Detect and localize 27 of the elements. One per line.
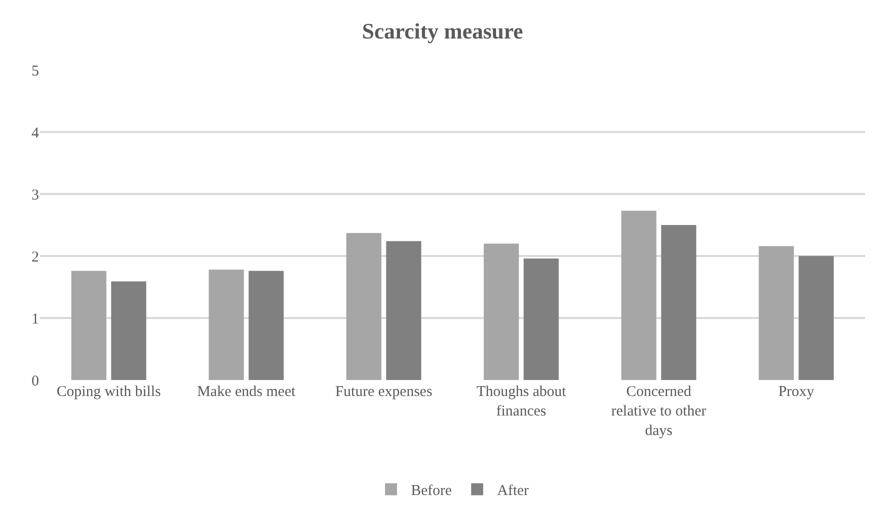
bar <box>386 241 422 380</box>
y-tick-label: 2 <box>32 249 39 266</box>
bar <box>798 256 834 380</box>
bar <box>111 281 146 380</box>
legend-label: Before <box>411 483 452 500</box>
bar <box>621 210 656 380</box>
bar <box>524 258 559 380</box>
x-tick-label: Future expenses <box>335 384 432 400</box>
bar <box>71 270 106 380</box>
x-tick-label: Coping with bills <box>56 384 161 400</box>
bar <box>248 270 284 380</box>
bar <box>661 225 696 380</box>
chart-title: Scarcity measure <box>362 18 524 44</box>
y-tick-label: 0 <box>32 373 39 390</box>
y-tick-label: 1 <box>32 311 39 328</box>
bar <box>484 244 519 380</box>
bar <box>208 270 244 380</box>
x-tick-label: Concerned relative to other days <box>611 384 706 439</box>
y-tick-label: 4 <box>32 125 40 142</box>
bar <box>346 233 382 380</box>
y-tick-label: 3 <box>32 187 39 204</box>
bar <box>758 246 794 380</box>
y-tick-label: 5 <box>32 63 39 80</box>
legend-label: After <box>497 483 529 500</box>
x-tick-label: Make ends meet <box>197 384 296 400</box>
x-tick-label: Thoughs about finances <box>476 384 567 420</box>
x-tick-label: Proxy <box>778 384 815 400</box>
